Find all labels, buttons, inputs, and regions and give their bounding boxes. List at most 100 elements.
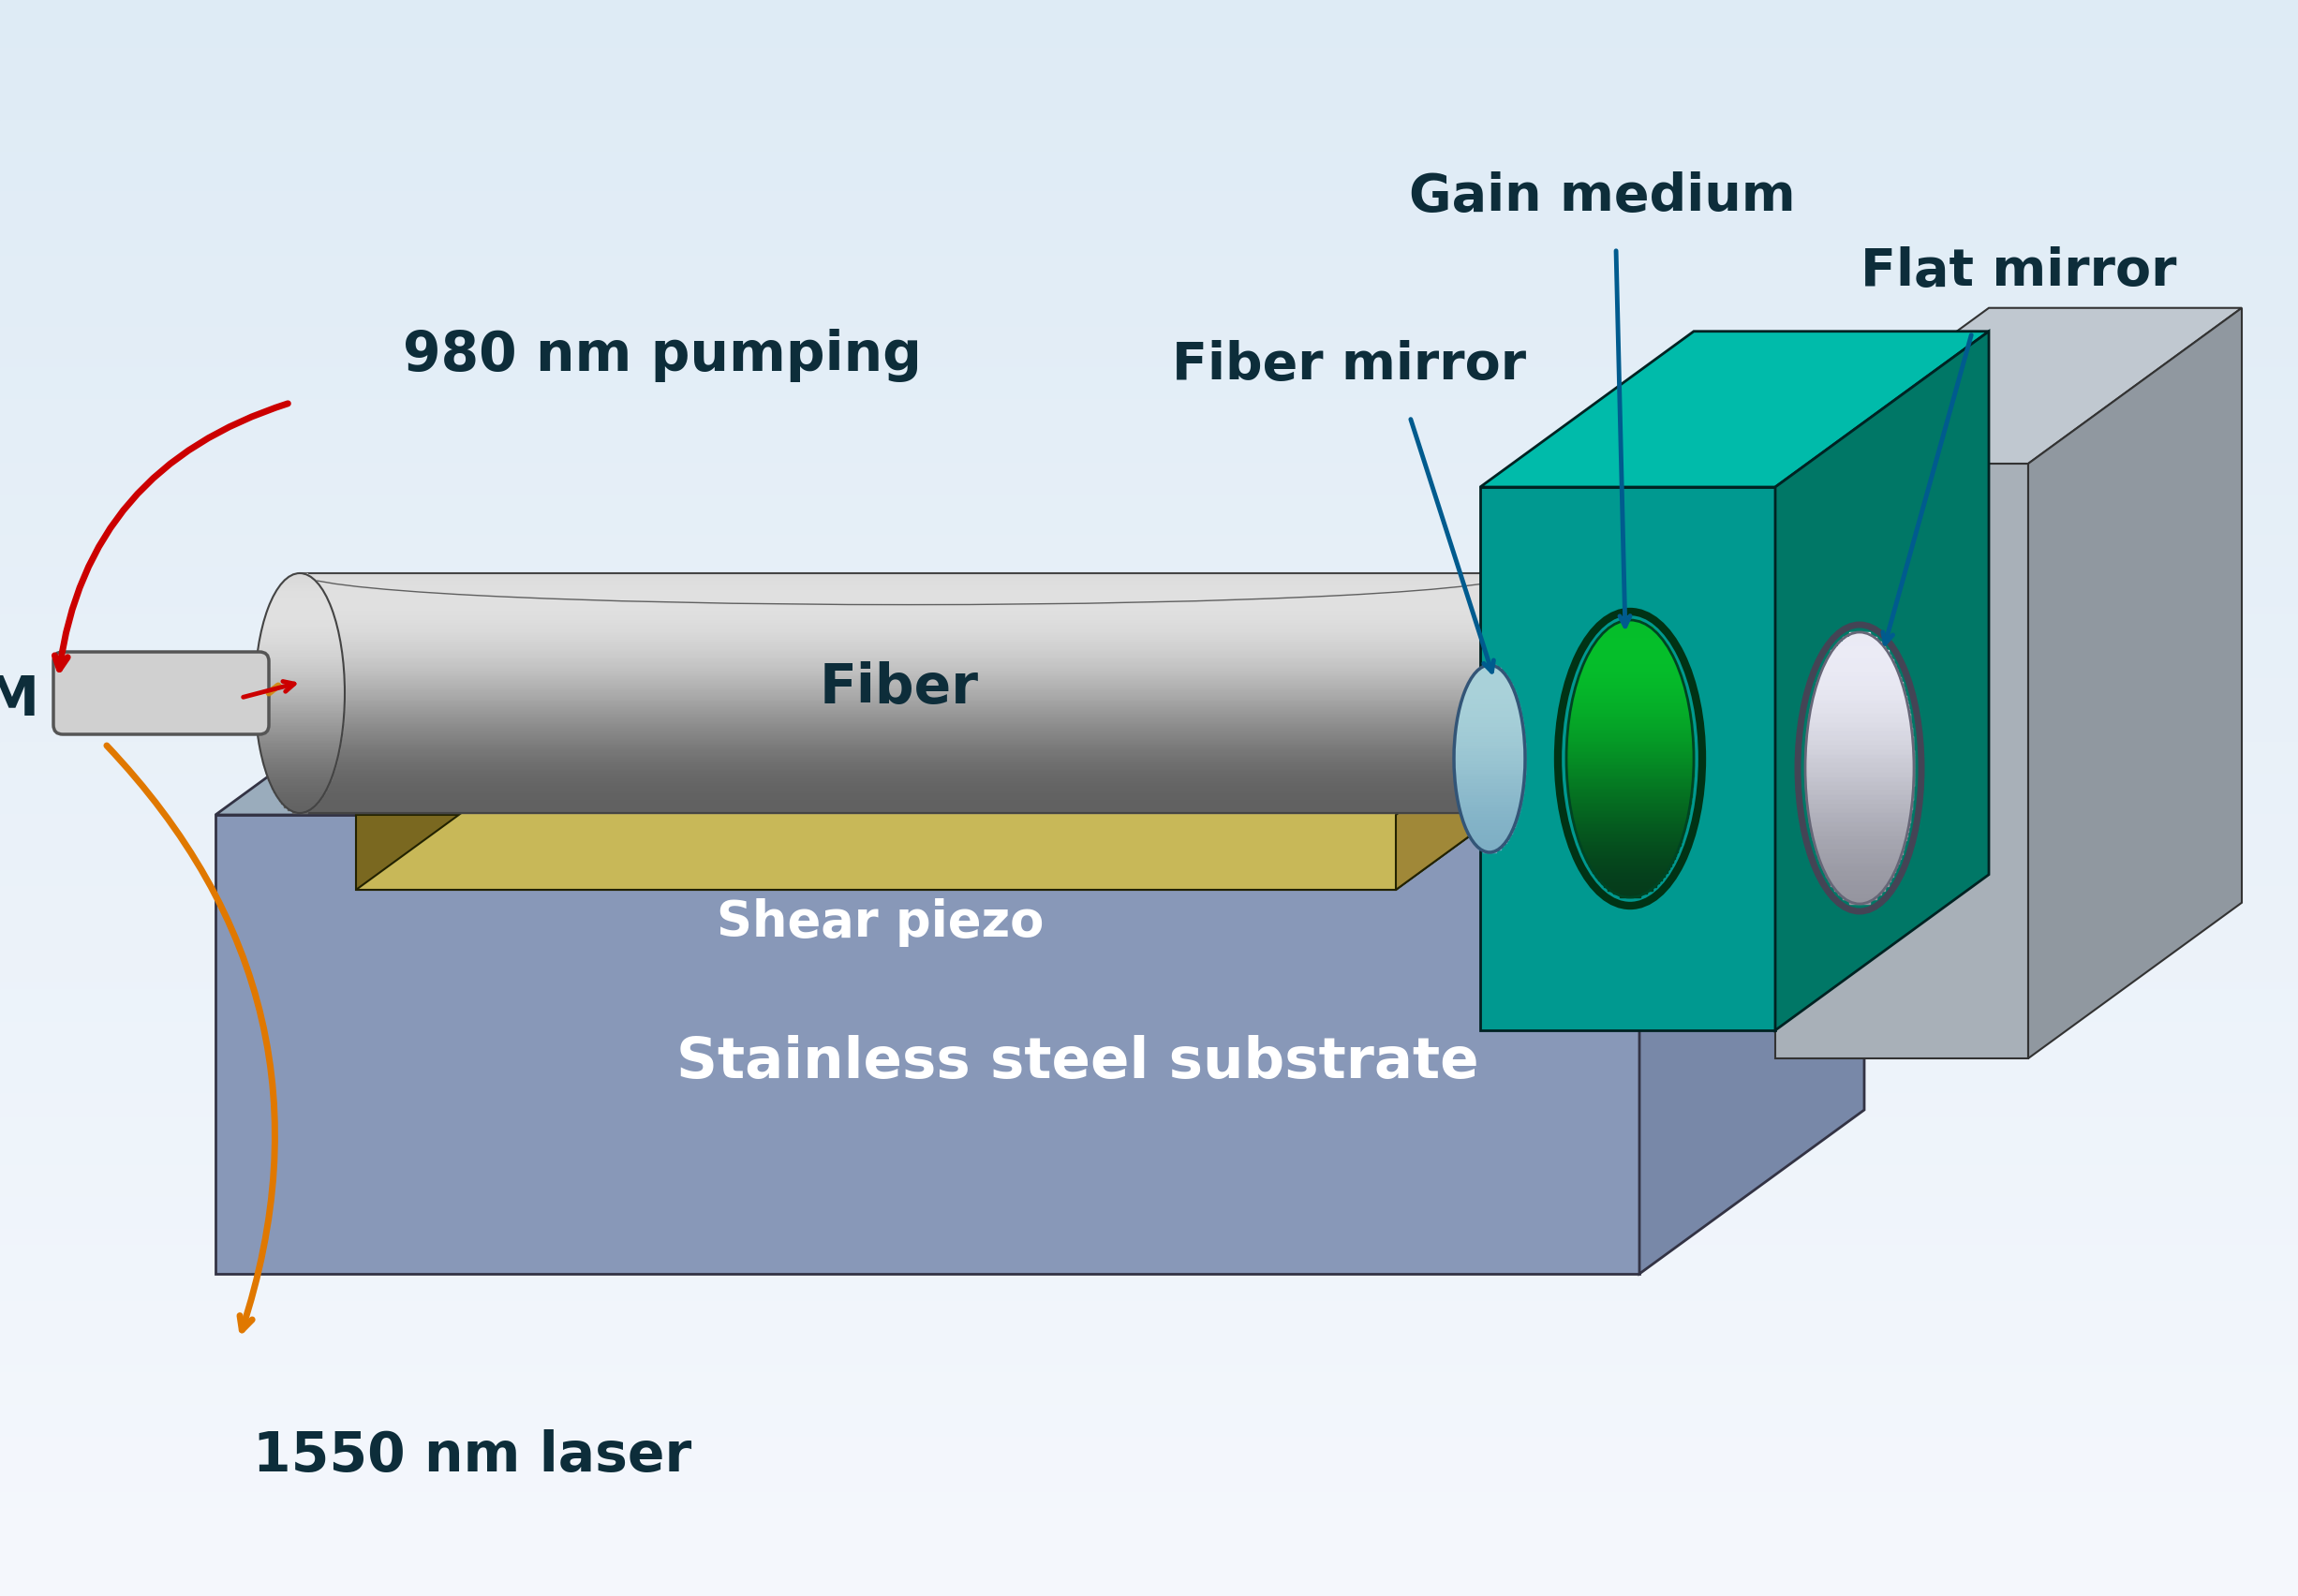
Bar <box>1471 836 1507 839</box>
Text: Fiber: Fiber <box>820 662 979 715</box>
Bar <box>0 32 2298 40</box>
Bar <box>0 295 2298 303</box>
Bar <box>257 736 342 737</box>
Bar <box>1818 681 1903 686</box>
Bar <box>0 1333 2298 1341</box>
Bar <box>1809 728 1912 733</box>
Bar <box>0 327 2298 335</box>
Bar <box>1455 758 1526 761</box>
Bar <box>1811 705 1907 709</box>
Bar <box>267 613 333 614</box>
Bar <box>269 606 331 610</box>
Bar <box>1588 862 1671 867</box>
Bar <box>299 643 1517 645</box>
Bar <box>299 798 1517 801</box>
Bar <box>0 1109 2298 1117</box>
Bar <box>1813 701 1907 705</box>
Bar <box>1806 777 1914 782</box>
Bar <box>0 8 2298 16</box>
Bar <box>260 638 340 642</box>
Bar <box>0 854 2298 862</box>
Bar <box>0 24 2298 32</box>
Polygon shape <box>1776 308 2243 463</box>
Bar <box>299 677 1517 678</box>
Bar <box>0 1077 2298 1085</box>
Bar <box>0 16 2298 24</box>
Bar <box>0 814 2298 822</box>
Bar <box>299 768 1517 769</box>
Bar <box>1466 827 1512 830</box>
Bar <box>299 801 1517 803</box>
Bar <box>1586 658 1675 662</box>
Text: Shear piezo: Shear piezo <box>717 899 1043 946</box>
Bar <box>262 627 338 630</box>
Bar <box>299 749 1517 750</box>
Bar <box>0 638 2298 646</box>
Bar <box>1570 720 1691 725</box>
Bar <box>0 559 2298 567</box>
Bar <box>1850 899 1871 903</box>
Bar <box>1604 630 1657 634</box>
Bar <box>0 431 2298 439</box>
Polygon shape <box>356 816 1395 891</box>
Bar <box>260 642 340 645</box>
Bar <box>1570 804 1689 808</box>
Bar <box>1576 683 1684 686</box>
Bar <box>1811 827 1907 832</box>
Bar <box>0 415 2298 423</box>
Bar <box>299 769 1517 772</box>
Bar <box>0 830 2298 838</box>
Bar <box>0 662 2298 670</box>
Bar <box>1457 793 1521 796</box>
Bar <box>299 760 1517 763</box>
Bar <box>0 838 2298 846</box>
Bar <box>299 581 1517 583</box>
Bar <box>1462 816 1517 819</box>
Bar <box>0 998 2298 1005</box>
Text: 980 nm pumping: 980 nm pumping <box>402 329 921 383</box>
Bar <box>299 635 1517 638</box>
Bar <box>299 811 1517 812</box>
Bar <box>1850 632 1871 637</box>
Bar <box>1455 771 1526 774</box>
Bar <box>1567 766 1694 769</box>
Bar <box>1583 849 1678 852</box>
Bar <box>1595 642 1664 645</box>
Bar <box>0 1197 2298 1205</box>
Bar <box>0 1037 2298 1045</box>
Bar <box>1806 760 1914 763</box>
Bar <box>0 207 2298 215</box>
Bar <box>1567 734 1694 737</box>
Bar <box>1838 891 1882 895</box>
Bar <box>1806 782 1914 787</box>
Bar <box>0 575 2298 583</box>
Bar <box>299 645 1517 648</box>
Bar <box>299 712 1517 715</box>
Bar <box>1567 741 1694 745</box>
Polygon shape <box>216 816 1638 1274</box>
Bar <box>255 681 345 685</box>
Bar <box>0 1173 2298 1181</box>
Bar <box>299 621 1517 624</box>
Bar <box>0 982 2298 990</box>
Bar <box>0 718 2298 726</box>
Bar <box>0 1021 2298 1029</box>
Bar <box>1455 761 1526 764</box>
Bar <box>1809 723 1912 728</box>
Bar <box>1482 849 1496 852</box>
Bar <box>0 535 2298 543</box>
Bar <box>0 152 2298 160</box>
Bar <box>299 610 1517 611</box>
Bar <box>1459 709 1519 712</box>
Bar <box>1602 634 1659 637</box>
Bar <box>0 223 2298 231</box>
Bar <box>299 669 1517 672</box>
Bar <box>0 567 2298 575</box>
Bar <box>0 1357 2298 1365</box>
Bar <box>299 705 1517 707</box>
Bar <box>1806 750 1914 755</box>
Bar <box>1597 876 1661 879</box>
Bar <box>1576 828 1684 832</box>
Bar <box>1829 876 1891 881</box>
Bar <box>299 777 1517 779</box>
